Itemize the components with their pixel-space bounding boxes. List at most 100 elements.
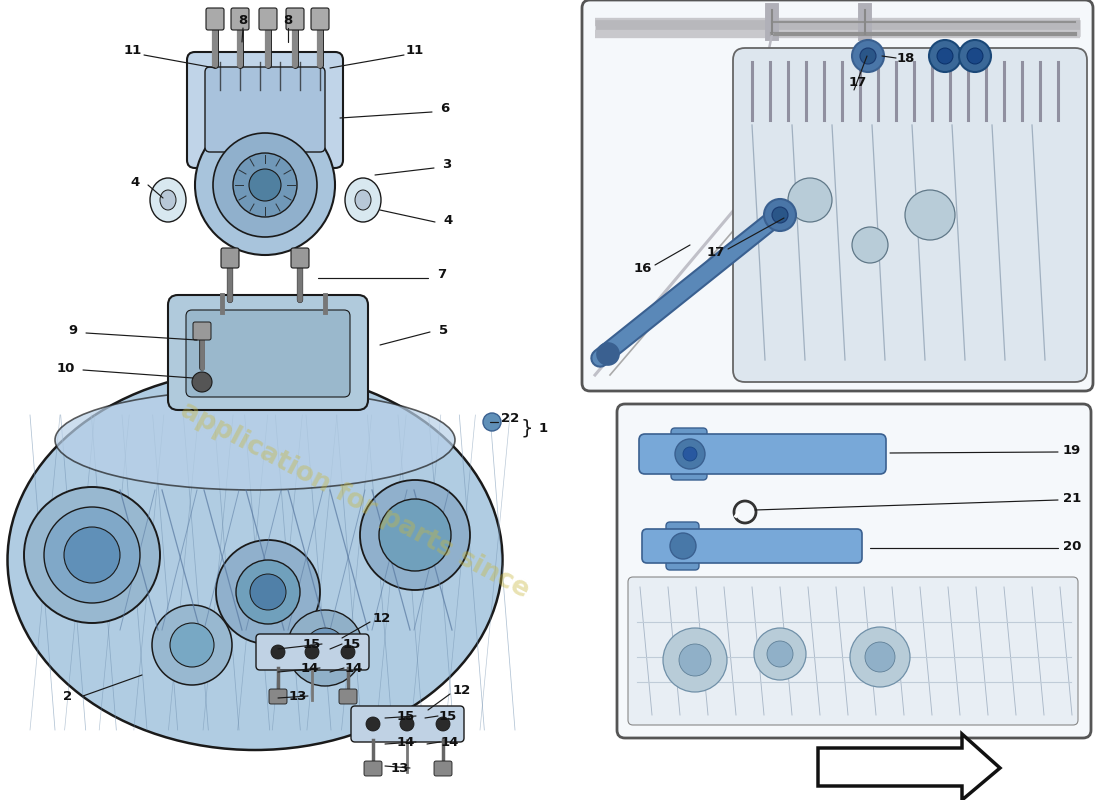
- Text: 13: 13: [390, 762, 409, 774]
- Circle shape: [305, 628, 345, 668]
- FancyBboxPatch shape: [168, 295, 368, 410]
- Text: 12: 12: [373, 611, 392, 625]
- Circle shape: [305, 645, 319, 659]
- Circle shape: [905, 190, 955, 240]
- Circle shape: [754, 628, 806, 680]
- Polygon shape: [818, 734, 1000, 800]
- FancyBboxPatch shape: [221, 248, 239, 268]
- Circle shape: [679, 644, 711, 676]
- Text: 14: 14: [441, 735, 459, 749]
- Circle shape: [400, 717, 414, 731]
- Text: 4: 4: [131, 175, 140, 189]
- Text: 9: 9: [68, 323, 78, 337]
- Circle shape: [249, 169, 280, 201]
- Text: 17: 17: [707, 246, 725, 258]
- Text: 17: 17: [849, 75, 867, 89]
- FancyBboxPatch shape: [628, 577, 1078, 725]
- Circle shape: [772, 207, 788, 223]
- Text: 11: 11: [406, 43, 425, 57]
- Circle shape: [767, 641, 793, 667]
- Text: 6: 6: [440, 102, 450, 114]
- Circle shape: [24, 487, 160, 623]
- Ellipse shape: [345, 178, 381, 222]
- FancyBboxPatch shape: [642, 529, 862, 563]
- Circle shape: [675, 439, 705, 469]
- Text: 13: 13: [289, 690, 307, 702]
- FancyBboxPatch shape: [434, 761, 452, 776]
- Circle shape: [436, 717, 450, 731]
- Circle shape: [663, 628, 727, 692]
- Circle shape: [683, 447, 697, 461]
- Text: 20: 20: [1063, 539, 1081, 553]
- Text: 14: 14: [397, 735, 415, 749]
- Circle shape: [483, 413, 500, 431]
- Circle shape: [852, 40, 884, 72]
- FancyBboxPatch shape: [192, 322, 211, 340]
- Text: 7: 7: [438, 269, 447, 282]
- Text: 19: 19: [1063, 443, 1081, 457]
- FancyBboxPatch shape: [270, 689, 287, 704]
- FancyBboxPatch shape: [582, 0, 1093, 391]
- Text: 8: 8: [239, 14, 248, 26]
- Circle shape: [597, 343, 619, 365]
- Text: 4: 4: [443, 214, 452, 226]
- FancyBboxPatch shape: [205, 67, 324, 152]
- Ellipse shape: [55, 390, 455, 490]
- FancyBboxPatch shape: [258, 8, 277, 30]
- Text: 11: 11: [124, 43, 142, 57]
- Circle shape: [192, 372, 212, 392]
- Circle shape: [170, 623, 214, 667]
- Circle shape: [152, 605, 232, 685]
- Circle shape: [236, 560, 300, 624]
- FancyBboxPatch shape: [617, 404, 1091, 738]
- Text: 21: 21: [1063, 491, 1081, 505]
- Circle shape: [216, 540, 320, 644]
- Text: 3: 3: [442, 158, 452, 171]
- Circle shape: [287, 610, 363, 686]
- Ellipse shape: [355, 190, 371, 210]
- FancyBboxPatch shape: [292, 248, 309, 268]
- Text: 22: 22: [500, 411, 519, 425]
- Text: 8: 8: [284, 14, 293, 26]
- FancyBboxPatch shape: [206, 8, 224, 30]
- FancyBboxPatch shape: [733, 48, 1087, 382]
- Circle shape: [271, 645, 285, 659]
- Circle shape: [670, 533, 696, 559]
- FancyBboxPatch shape: [666, 522, 698, 570]
- FancyBboxPatch shape: [339, 689, 358, 704]
- Circle shape: [233, 153, 297, 217]
- FancyBboxPatch shape: [364, 761, 382, 776]
- Circle shape: [852, 227, 888, 263]
- Text: 2: 2: [64, 690, 73, 702]
- Text: 14: 14: [300, 662, 319, 674]
- Text: 14: 14: [344, 662, 363, 674]
- Text: 15: 15: [302, 638, 321, 650]
- Circle shape: [360, 480, 470, 590]
- Text: 15: 15: [439, 710, 458, 722]
- Circle shape: [250, 574, 286, 610]
- FancyBboxPatch shape: [186, 310, 350, 397]
- FancyBboxPatch shape: [311, 8, 329, 30]
- FancyBboxPatch shape: [256, 634, 368, 670]
- Text: }: }: [520, 418, 534, 438]
- Text: application for parts since: application for parts since: [176, 397, 534, 603]
- Circle shape: [341, 645, 355, 659]
- FancyBboxPatch shape: [351, 706, 464, 742]
- Text: 16: 16: [634, 262, 652, 274]
- Circle shape: [788, 178, 832, 222]
- FancyBboxPatch shape: [286, 8, 304, 30]
- Circle shape: [379, 499, 451, 571]
- FancyBboxPatch shape: [639, 434, 886, 474]
- FancyBboxPatch shape: [187, 52, 343, 168]
- Ellipse shape: [160, 190, 176, 210]
- Text: 5: 5: [439, 323, 449, 337]
- Ellipse shape: [150, 178, 186, 222]
- Text: 1: 1: [538, 422, 548, 434]
- Ellipse shape: [8, 370, 503, 750]
- Circle shape: [930, 40, 961, 72]
- Circle shape: [366, 717, 379, 731]
- Circle shape: [860, 48, 876, 64]
- Circle shape: [959, 40, 991, 72]
- Text: 15: 15: [343, 638, 361, 650]
- Text: 18: 18: [896, 51, 915, 65]
